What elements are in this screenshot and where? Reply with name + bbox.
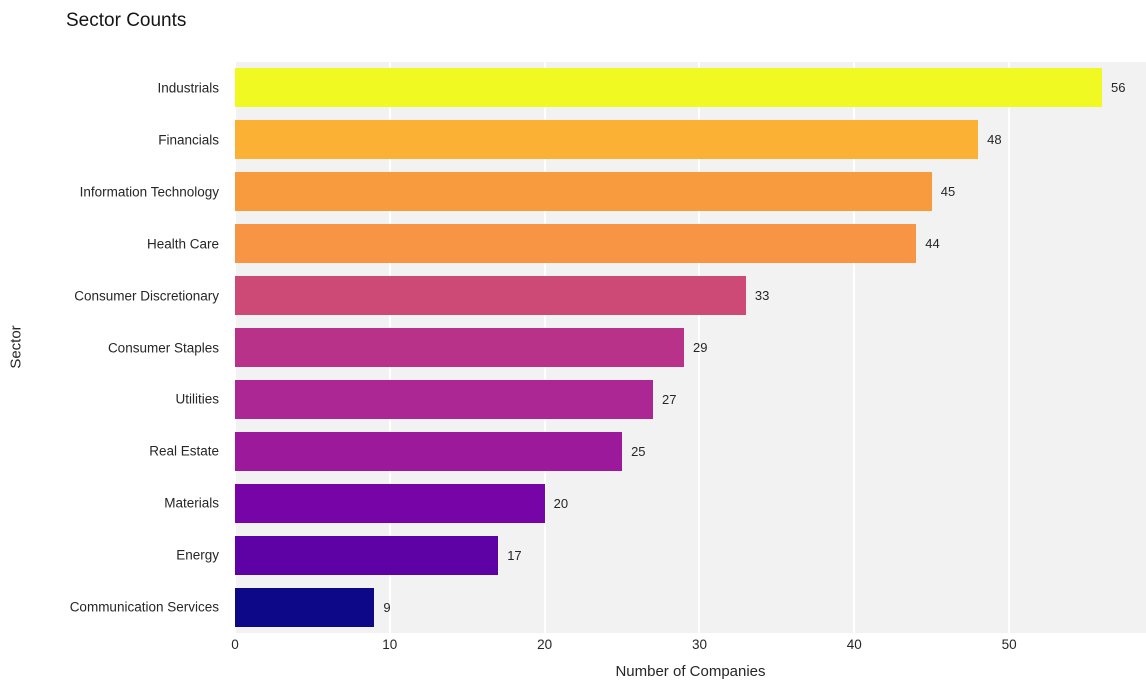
x-tick-label: 40 bbox=[846, 637, 862, 652]
category-label: Materials bbox=[164, 495, 219, 511]
x-tick-label: 10 bbox=[382, 637, 398, 652]
bar-row: 9 bbox=[235, 587, 1146, 627]
category-label: Real Estate bbox=[149, 443, 219, 459]
bar bbox=[235, 328, 684, 367]
category-label: Consumer Discretionary bbox=[74, 288, 219, 304]
bar bbox=[235, 276, 746, 316]
category-label: Utilities bbox=[175, 391, 219, 407]
bar bbox=[235, 587, 375, 627]
gridline bbox=[853, 62, 856, 633]
bar-value-label: 20 bbox=[553, 495, 569, 511]
bar-row: 33 bbox=[235, 276, 1146, 316]
bar-value-label: 44 bbox=[925, 236, 940, 252]
category-label: Financials bbox=[158, 132, 219, 148]
bar-value-label: 25 bbox=[631, 443, 646, 459]
bar-value-label: 48 bbox=[987, 132, 1002, 148]
plot-area: 56 48 45 44 33 29 27 25 20 17 9 bbox=[234, 62, 1146, 633]
category-label: Consumer Staples bbox=[107, 340, 219, 355]
x-tick-label: 0 bbox=[231, 637, 239, 652]
bar-row: 25 bbox=[235, 431, 1146, 471]
bar bbox=[235, 379, 654, 419]
bar-value-label: 56 bbox=[1111, 80, 1126, 96]
bar bbox=[235, 431, 623, 471]
bar bbox=[235, 120, 979, 160]
category-label: Communication Services bbox=[69, 599, 219, 615]
bar-value-label: 29 bbox=[692, 340, 708, 355]
x-tick-label: 20 bbox=[537, 637, 553, 652]
bar-row: 48 bbox=[235, 120, 1146, 160]
bar-row: 45 bbox=[235, 172, 1146, 212]
bar-value-label: 33 bbox=[754, 288, 770, 304]
category-axis: Industrials Financials Information Technol… bbox=[0, 62, 227, 633]
x-axis-ticks: 0 10 20 30 40 50 bbox=[231, 637, 1146, 655]
x-tick-label: 50 bbox=[1001, 637, 1017, 652]
category-label: Information Technology bbox=[79, 184, 219, 200]
x-tick-label: 30 bbox=[691, 637, 707, 652]
category-label: Health Care bbox=[146, 236, 219, 252]
bar bbox=[235, 172, 932, 212]
gridline bbox=[698, 62, 701, 633]
bar-value-label: 45 bbox=[940, 184, 956, 200]
bar bbox=[235, 68, 1103, 108]
bar-row: 20 bbox=[235, 483, 1146, 523]
category-label: Energy bbox=[176, 547, 219, 563]
bar-row: 44 bbox=[235, 224, 1146, 264]
chart-title: Sector Counts bbox=[66, 10, 187, 31]
bar bbox=[235, 535, 499, 575]
bar-row: 17 bbox=[235, 535, 1146, 575]
bar-row: 29 bbox=[235, 328, 1146, 367]
bar-row: 27 bbox=[235, 379, 1146, 419]
bar-row: 56 bbox=[235, 68, 1146, 108]
bar-value-label: 27 bbox=[662, 391, 677, 407]
bar-value-label: 17 bbox=[507, 547, 522, 563]
gridline bbox=[1008, 62, 1011, 633]
bar-value-label: 9 bbox=[383, 599, 391, 615]
category-label: Industrials bbox=[157, 80, 219, 96]
bar bbox=[235, 483, 545, 523]
x-axis-title: Number of Companies bbox=[615, 663, 766, 680]
bar bbox=[235, 224, 917, 264]
